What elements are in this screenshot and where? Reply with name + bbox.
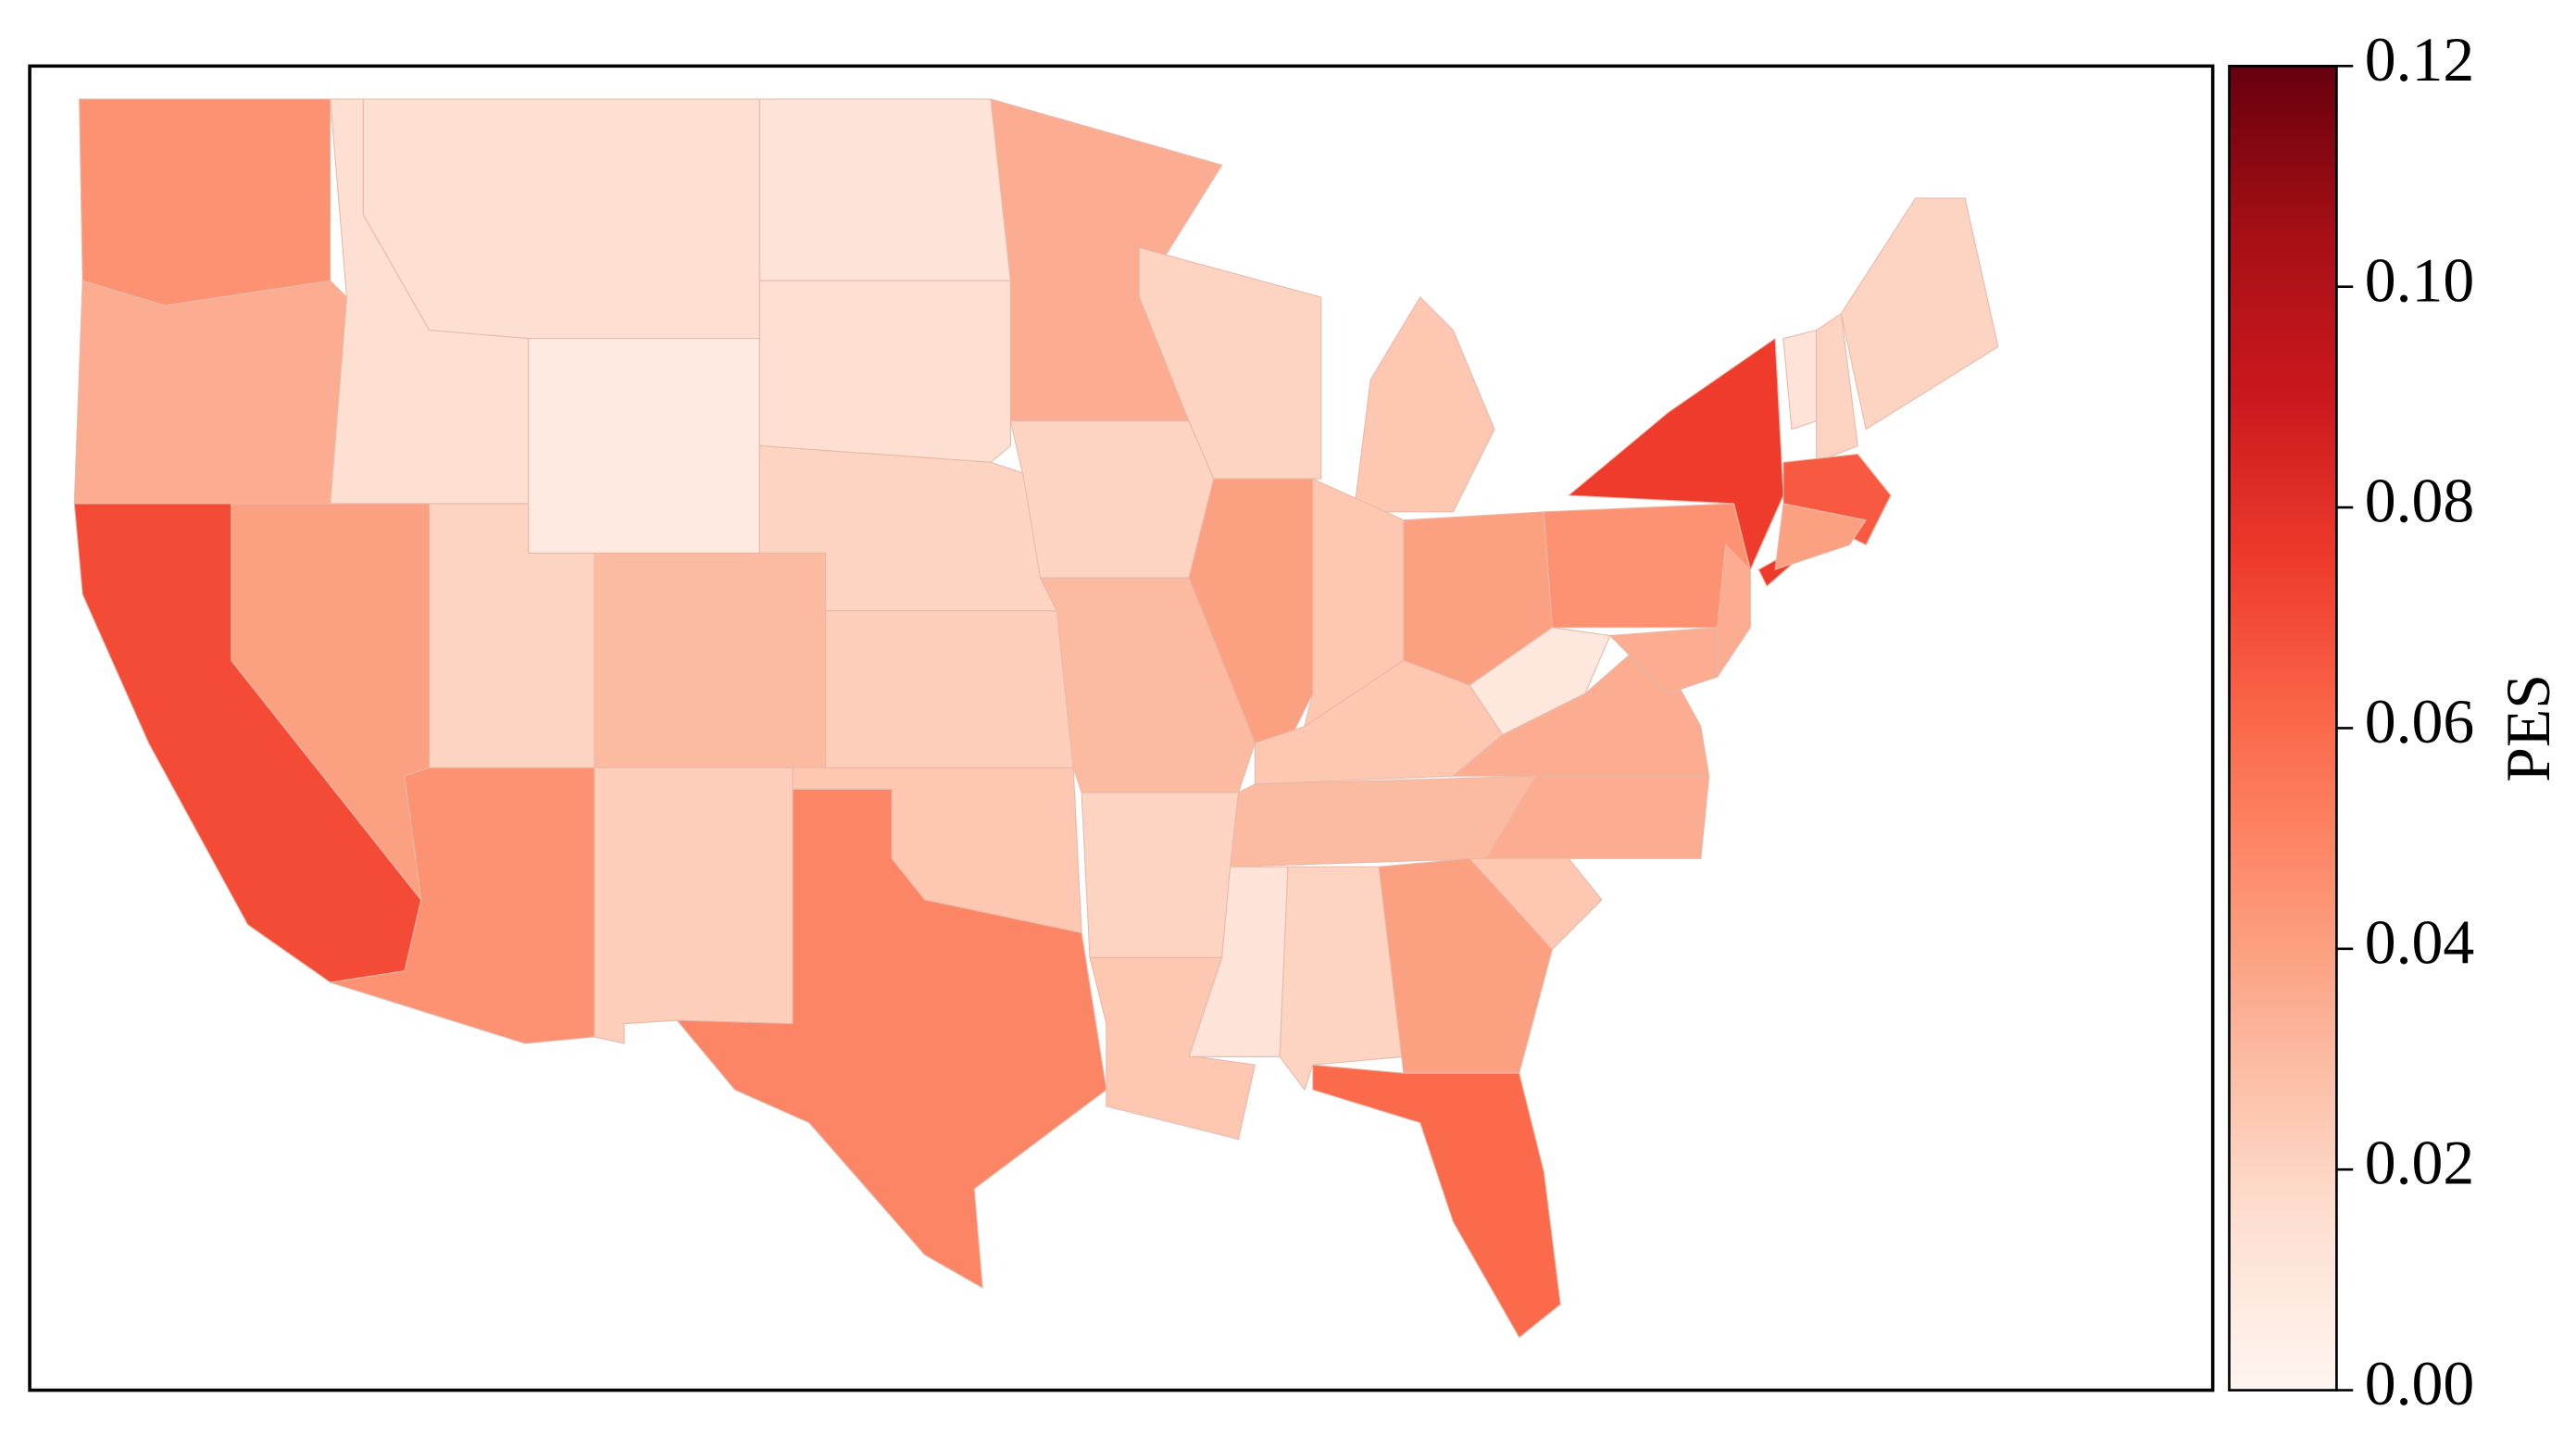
region xyxy=(1774,503,1868,571)
region xyxy=(594,767,794,1044)
colorbar-tick-label: 0.00 xyxy=(2365,1349,2475,1418)
colorbar-tick-label: 0.08 xyxy=(2365,467,2475,536)
region xyxy=(825,610,1074,768)
region xyxy=(1353,296,1495,513)
region xyxy=(1608,627,1719,694)
colorbar-tick-label: 0.06 xyxy=(2365,687,2475,756)
region xyxy=(758,98,1011,281)
region xyxy=(1816,312,1858,464)
region xyxy=(1469,627,1611,736)
colorbar-tick-label: 0.04 xyxy=(2365,907,2475,977)
region xyxy=(1378,857,1553,1074)
region xyxy=(1717,543,1751,679)
region xyxy=(1081,792,1240,958)
colorbar xyxy=(2228,65,2338,1392)
colorbar-tick-label: 0.10 xyxy=(2365,245,2475,315)
region xyxy=(1485,775,1710,859)
region xyxy=(594,552,827,768)
region xyxy=(675,788,1107,1289)
region xyxy=(1312,1064,1561,1339)
region xyxy=(1840,197,1999,431)
region xyxy=(1009,420,1215,579)
region xyxy=(528,338,760,554)
region xyxy=(362,98,760,340)
region xyxy=(79,98,331,306)
colorbar-label: PES xyxy=(2494,674,2563,782)
region xyxy=(758,280,1011,463)
region xyxy=(73,280,348,505)
colorbar-tick-label: 0.12 xyxy=(2365,25,2475,94)
region xyxy=(1188,866,1289,1057)
colorbar-tick-label: 0.02 xyxy=(2365,1129,2475,1198)
